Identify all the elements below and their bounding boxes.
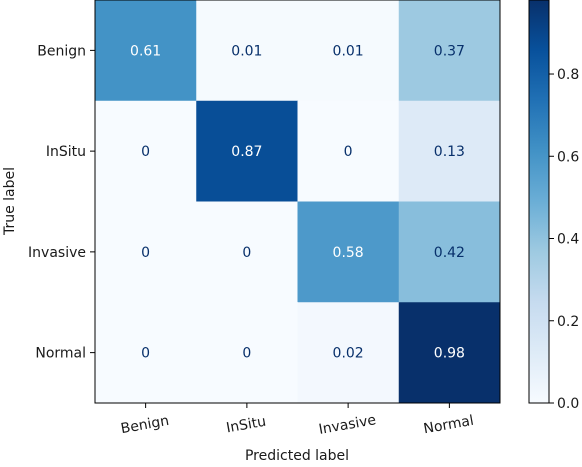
- x-tick-label: Invasive: [318, 412, 378, 438]
- colorbar-ticks: 0.0 0.2 0.4 0.6 0.8: [549, 67, 579, 412]
- y-axis-ticks: Benign InSitu Invasive Normal: [28, 43, 95, 362]
- heatmap-cell: [95, 0, 197, 102]
- heatmap-cell: [95, 302, 197, 404]
- heatmap-cell-labels: 0.61 0.01 0.01 0.37 0 0.87 0 0.13 0 0 0.58 0.42 0 0 0.…: [130, 43, 465, 361]
- cell-value-label: 0.61: [130, 43, 161, 59]
- heatmap-cell: [196, 100, 298, 202]
- heatmap-cell: [196, 0, 298, 102]
- heatmap-cell: [196, 302, 298, 404]
- heatmap-cell: [297, 302, 400, 404]
- y-tick-label: InSitu: [46, 144, 86, 160]
- y-tick-label: Normal: [35, 346, 86, 362]
- y-axis-label: True label: [2, 167, 18, 236]
- x-tick-label: Normal: [422, 413, 475, 438]
- heatmap-cell: [398, 201, 501, 303]
- cell-value-label: 0.58: [333, 245, 364, 261]
- x-axis-label: Predicted label: [245, 448, 349, 464]
- colorbar-tick-label: 0.4: [557, 232, 579, 248]
- x-tick-label: Benign: [120, 413, 171, 437]
- colorbar-tick-label: 0.6: [557, 149, 579, 165]
- colorbar-tick-label: 0.2: [557, 314, 579, 330]
- cell-value-label: 0.13: [434, 144, 465, 160]
- heatmap-cell: [297, 100, 400, 202]
- x-axis-ticks: Benign InSitu Invasive Normal: [120, 403, 475, 438]
- x-tick-label: InSitu: [225, 414, 267, 437]
- cell-value-label: 0.37: [434, 43, 465, 59]
- cell-value-label: 0.01: [231, 43, 262, 59]
- cell-value-label: 0: [242, 346, 251, 362]
- heatmap-cell: [196, 201, 298, 303]
- colorbar: 0.0 0.2 0.4 0.6 0.8: [528, 0, 579, 412]
- heatmap-cell: [95, 100, 197, 202]
- plot-frame: [94, 0, 501, 404]
- colorbar-tick-label: 0.8: [557, 67, 579, 83]
- cell-value-label: 0: [344, 144, 353, 160]
- heatmap-cell: [398, 100, 501, 202]
- cell-value-label: 0: [141, 144, 150, 160]
- cell-value-label: 0.87: [231, 144, 262, 160]
- heatmap-cell: [398, 0, 501, 102]
- heatmap-cell: [95, 201, 197, 303]
- heatmap-cell: [297, 0, 400, 102]
- cell-value-label: 0.01: [333, 43, 364, 59]
- heatmap-cells: [95, 0, 501, 404]
- cell-value-label: 0: [242, 245, 251, 261]
- cell-value-label: 0: [141, 245, 150, 261]
- y-tick-label: Invasive: [28, 245, 86, 261]
- cell-value-label: 0.98: [434, 346, 465, 362]
- heatmap-cell: [297, 201, 400, 303]
- y-tick-label: Benign: [37, 43, 86, 59]
- cell-value-label: 0.02: [333, 346, 364, 362]
- cell-value-label: 0.42: [434, 245, 465, 261]
- colorbar-gradient: [528, 0, 550, 404]
- colorbar-tick-label: 0.0: [557, 396, 579, 412]
- heatmap-cell: [398, 302, 501, 404]
- cell-value-label: 0: [141, 346, 150, 362]
